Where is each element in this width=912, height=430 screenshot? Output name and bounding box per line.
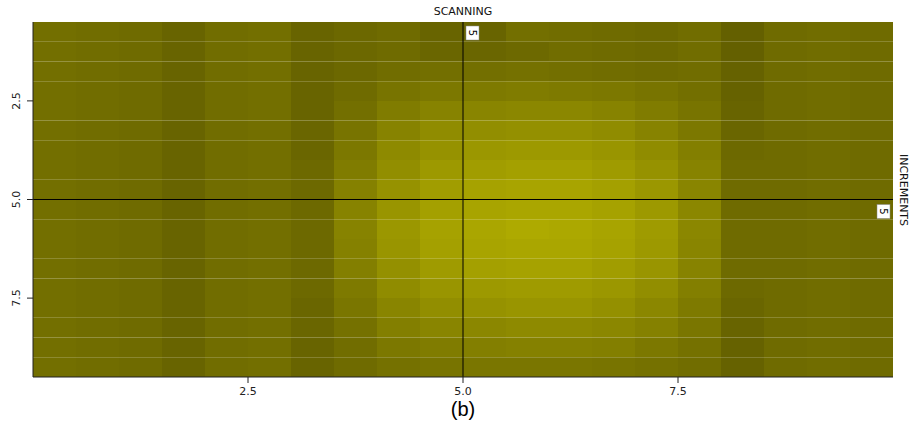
html-text:INCREMENTS: INCREMENTS [896, 153, 910, 226]
svg-text:7.5: 7.5 [669, 385, 687, 398]
html-text:(b): (b) [450, 398, 476, 420]
svg-text:5.0: 5.0 [10, 191, 23, 209]
svg-text:5: 5 [467, 30, 478, 36]
svg-text:2.5: 2.5 [239, 385, 257, 398]
html-text:SCANNING: SCANNING [433, 5, 493, 18]
svg-text:5: 5 [878, 208, 889, 214]
svg-text:2.5: 2.5 [10, 92, 23, 110]
svg-text:7.5: 7.5 [10, 289, 23, 307]
svg-text:5.0: 5.0 [454, 385, 472, 398]
